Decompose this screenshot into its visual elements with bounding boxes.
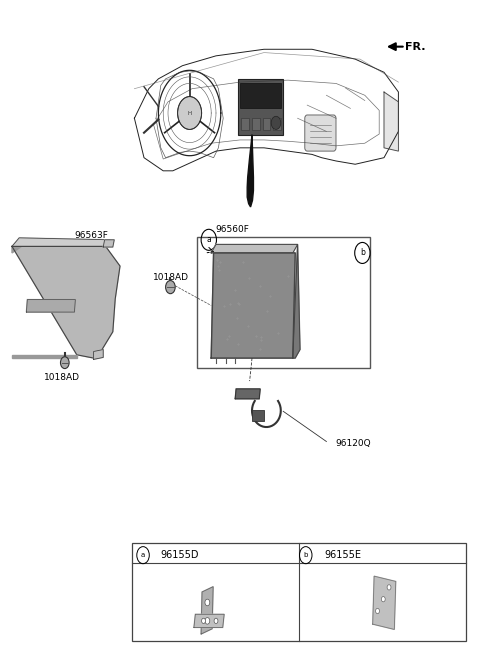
- Polygon shape: [12, 355, 77, 358]
- Circle shape: [205, 599, 210, 606]
- Circle shape: [381, 597, 385, 602]
- Circle shape: [166, 281, 175, 294]
- Polygon shape: [211, 253, 295, 358]
- Polygon shape: [384, 92, 398, 151]
- Text: 96120Q: 96120Q: [335, 439, 371, 448]
- FancyBboxPatch shape: [197, 237, 370, 368]
- Polygon shape: [94, 350, 103, 359]
- FancyBboxPatch shape: [132, 543, 466, 641]
- Polygon shape: [293, 244, 300, 358]
- Polygon shape: [201, 587, 213, 634]
- Polygon shape: [247, 135, 253, 207]
- Circle shape: [214, 618, 218, 623]
- Circle shape: [178, 97, 202, 129]
- Text: H: H: [188, 110, 192, 116]
- FancyBboxPatch shape: [252, 118, 260, 130]
- FancyBboxPatch shape: [263, 118, 270, 130]
- Polygon shape: [12, 240, 22, 253]
- FancyBboxPatch shape: [240, 83, 281, 108]
- Polygon shape: [12, 238, 110, 246]
- Text: 1018AD: 1018AD: [45, 373, 81, 382]
- Polygon shape: [12, 246, 120, 358]
- Text: 96155D: 96155D: [161, 550, 199, 560]
- Circle shape: [387, 585, 391, 590]
- Circle shape: [271, 116, 281, 129]
- Polygon shape: [26, 300, 75, 312]
- Polygon shape: [211, 244, 298, 253]
- Text: 96560F: 96560F: [216, 225, 250, 235]
- Text: a: a: [206, 235, 211, 244]
- FancyBboxPatch shape: [238, 79, 283, 135]
- Circle shape: [202, 618, 205, 623]
- Text: b: b: [360, 248, 365, 258]
- Polygon shape: [103, 240, 114, 247]
- FancyBboxPatch shape: [252, 410, 264, 421]
- FancyBboxPatch shape: [241, 118, 249, 130]
- Circle shape: [375, 608, 379, 614]
- Text: a: a: [141, 552, 145, 558]
- Text: b: b: [303, 552, 308, 558]
- FancyBboxPatch shape: [305, 115, 336, 151]
- Polygon shape: [372, 576, 396, 629]
- Polygon shape: [235, 389, 260, 399]
- Circle shape: [60, 357, 69, 369]
- Text: 1018AD: 1018AD: [153, 273, 189, 282]
- Text: 96155E: 96155E: [324, 550, 362, 560]
- Text: FR.: FR.: [405, 41, 425, 52]
- Circle shape: [205, 618, 210, 624]
- FancyBboxPatch shape: [273, 118, 281, 130]
- Text: 96563F: 96563F: [74, 231, 108, 240]
- Polygon shape: [194, 614, 224, 627]
